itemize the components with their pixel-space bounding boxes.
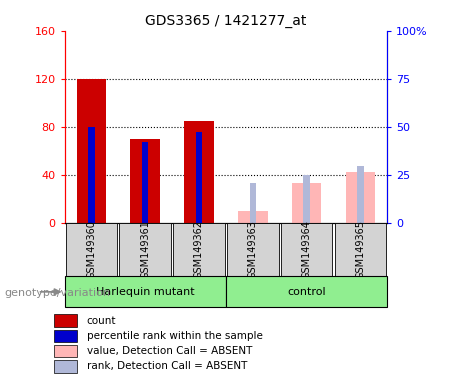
Text: genotype/variation: genotype/variation	[5, 288, 111, 298]
Text: control: control	[287, 287, 326, 297]
Bar	[54, 314, 77, 327]
Bar	[54, 345, 77, 358]
Text: GSM149362: GSM149362	[194, 220, 204, 279]
Bar	[77, 79, 106, 223]
Bar	[54, 330, 77, 342]
Text: GSM149363: GSM149363	[248, 220, 258, 279]
Title: GDS3365 / 1421277_at: GDS3365 / 1421277_at	[145, 14, 307, 28]
Bar	[54, 360, 77, 372]
Text: value, Detection Call = ABSENT: value, Detection Call = ABSENT	[87, 346, 252, 356]
Bar	[335, 223, 386, 276]
Bar	[196, 131, 202, 223]
Text: GSM149360: GSM149360	[86, 220, 96, 279]
Text: GSM149364: GSM149364	[301, 220, 312, 279]
Bar	[238, 211, 267, 223]
Bar	[292, 183, 321, 223]
Text: rank, Detection Call = ABSENT: rank, Detection Call = ABSENT	[87, 361, 247, 371]
Bar	[88, 127, 95, 223]
Bar	[65, 223, 117, 276]
Bar	[281, 223, 332, 276]
Bar	[249, 183, 256, 223]
Text: count: count	[87, 316, 116, 326]
Bar	[130, 139, 160, 223]
Bar	[184, 121, 214, 223]
Text: Harlequin mutant: Harlequin mutant	[96, 287, 195, 297]
Bar	[173, 223, 225, 276]
Bar	[303, 175, 310, 223]
Bar	[226, 276, 387, 307]
Bar	[346, 172, 375, 223]
Bar	[119, 223, 171, 276]
Text: percentile rank within the sample: percentile rank within the sample	[87, 331, 263, 341]
Bar	[142, 142, 148, 223]
Bar	[65, 276, 226, 307]
Bar	[357, 166, 364, 223]
Text: GSM149365: GSM149365	[355, 220, 366, 279]
Bar	[227, 223, 278, 276]
Text: GSM149361: GSM149361	[140, 220, 150, 279]
